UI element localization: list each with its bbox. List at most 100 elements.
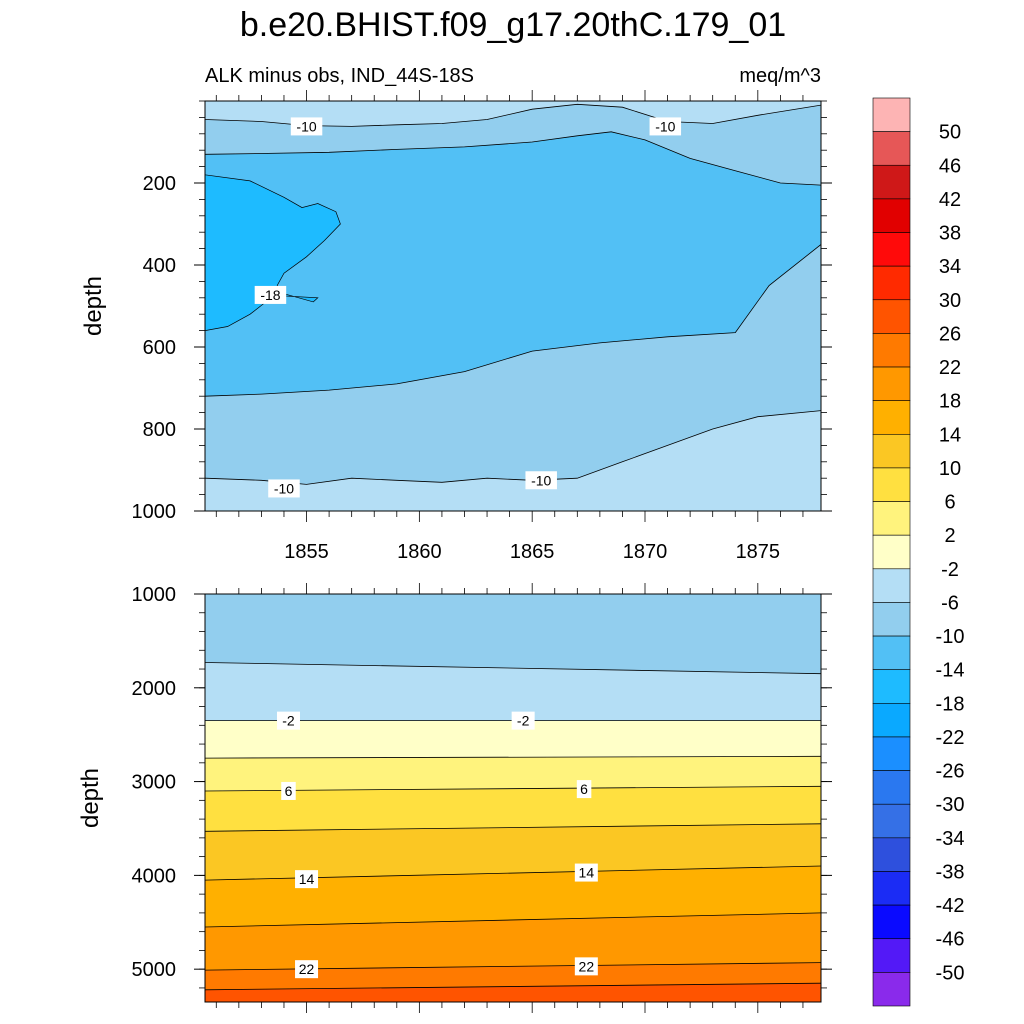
contour-label: -2 xyxy=(511,711,535,730)
contour-label-text: -2 xyxy=(517,713,530,729)
colorbar-swatch xyxy=(872,433,911,469)
contour-label-box xyxy=(276,711,300,730)
contour-label: -18 xyxy=(254,285,287,304)
contour-label-text: -10 xyxy=(296,118,316,134)
contour-label: 22 xyxy=(574,957,598,976)
colorbar-label: 42 xyxy=(939,189,961,211)
y-tick-label: 800 xyxy=(143,419,176,441)
contour-label: -10 xyxy=(290,117,323,136)
upper-contour-line-3 xyxy=(205,244,821,397)
colorbar-swatch xyxy=(872,669,911,704)
colorbar-swatch xyxy=(872,501,911,536)
colorbar-swatch xyxy=(872,534,911,570)
lower-band-0 xyxy=(205,594,821,674)
colorbar-swatch xyxy=(872,164,911,200)
colorbar-label: -26 xyxy=(936,761,965,783)
y-tick-label: 1000 xyxy=(132,584,177,606)
colorbar-swatch xyxy=(872,400,911,435)
colorbar-label: -10 xyxy=(936,626,965,648)
colorbar-swatch xyxy=(872,131,911,166)
upper-subtitle-right: meq/m^3 xyxy=(739,65,821,87)
x-tick-label: 1870 xyxy=(623,541,668,563)
colorbar-swatch xyxy=(872,299,911,334)
lower-contour-line-6 xyxy=(205,912,821,928)
lower-plot-frame xyxy=(204,593,822,1003)
x-tick-label: 1875 xyxy=(736,541,781,563)
upper-contour-line-1 xyxy=(205,131,821,186)
lower-band-6 xyxy=(205,866,821,927)
colorbar-swatch xyxy=(872,333,911,368)
colorbar-swatch xyxy=(872,602,911,637)
contour-label: -10 xyxy=(525,471,557,490)
colorbar-swatch xyxy=(872,736,911,771)
colorbar-swatch xyxy=(872,232,911,267)
contour-label: -10 xyxy=(268,479,300,498)
colorbar-label: 50 xyxy=(939,122,961,144)
colorbar-swatch xyxy=(872,568,911,603)
contour-label-text: 6 xyxy=(285,783,293,799)
contour-label: 6 xyxy=(281,781,296,800)
colorbar-swatch xyxy=(872,703,911,738)
colorbar-label: -34 xyxy=(936,828,965,850)
y-tick-label: 5000 xyxy=(132,959,177,981)
lower-band-2 xyxy=(205,720,821,759)
contour-label-box xyxy=(576,780,592,799)
colorbar-label: -18 xyxy=(936,693,965,715)
x-tick-label: 1855 xyxy=(284,541,329,563)
contour-label-box xyxy=(254,285,287,304)
colorbar-swatch xyxy=(872,904,911,940)
colorbar-label: 30 xyxy=(939,290,961,312)
colorbar-label: 6 xyxy=(944,492,955,514)
y-tick-label: 200 xyxy=(143,173,176,195)
contour-label-text: -10 xyxy=(655,118,675,134)
colorbar-label: -46 xyxy=(936,929,965,951)
colorbar-label: 22 xyxy=(939,357,961,379)
colorbar-swatch xyxy=(872,635,911,671)
lower-contour-line-3 xyxy=(205,785,821,792)
lower-contour-line-4 xyxy=(205,823,821,832)
colorbar-swatch xyxy=(872,467,911,502)
contour-label-text: -2 xyxy=(282,713,295,729)
colorbar-swatch xyxy=(872,97,911,132)
contour-label-text: 14 xyxy=(579,865,595,881)
colorbar-label: 26 xyxy=(939,323,961,345)
colorbar-label: -30 xyxy=(936,794,965,816)
colorbar-label: -22 xyxy=(936,727,965,749)
colorbar-label: -6 xyxy=(941,592,959,614)
contour-label-box xyxy=(290,117,323,136)
lower-band-3 xyxy=(205,756,821,791)
upper-band-minus22 xyxy=(205,174,341,331)
y-tick-label: 3000 xyxy=(132,772,177,794)
colorbar-label: 34 xyxy=(939,256,961,278)
colorbar-label: 18 xyxy=(939,391,961,413)
colorbar-label: -2 xyxy=(941,559,959,581)
lower-contour-line-2 xyxy=(205,755,821,759)
contour-label-box xyxy=(295,960,319,979)
colorbar-label: 38 xyxy=(939,223,961,245)
contour-label: -10 xyxy=(649,117,682,136)
upper-plot-frame xyxy=(204,100,822,512)
contour-label-text: 6 xyxy=(580,781,588,797)
upper-fill xyxy=(205,101,821,511)
colorbar-label: -38 xyxy=(936,861,965,883)
colorbar-swatch xyxy=(872,198,911,233)
contour-label-box xyxy=(525,471,557,490)
contour-label-text: -10 xyxy=(274,480,294,496)
lower-band-4 xyxy=(205,786,821,832)
y-tick-label: 2000 xyxy=(132,678,177,700)
y-tick-label: 600 xyxy=(143,337,176,359)
colorbar-swatch xyxy=(872,972,911,1007)
upper-contour-line-2 xyxy=(205,410,821,485)
lower-band-5 xyxy=(205,823,821,881)
contour-label-box xyxy=(268,479,300,498)
lower-contour-line-8 xyxy=(205,982,821,991)
y-tick-label: 400 xyxy=(143,255,176,277)
y-tick-label: 4000 xyxy=(132,865,177,887)
upper-contour-panel: -10 -10 -10 -10 -18 200 400 600 800 1000 1855 1860 1… xyxy=(132,90,832,563)
contour-label-text: -18 xyxy=(260,287,280,303)
colorbar-label: -50 xyxy=(936,962,965,984)
colorbar-swatch xyxy=(872,265,911,301)
colorbar-label: 46 xyxy=(939,155,961,177)
contour-label-text: -10 xyxy=(531,472,551,488)
